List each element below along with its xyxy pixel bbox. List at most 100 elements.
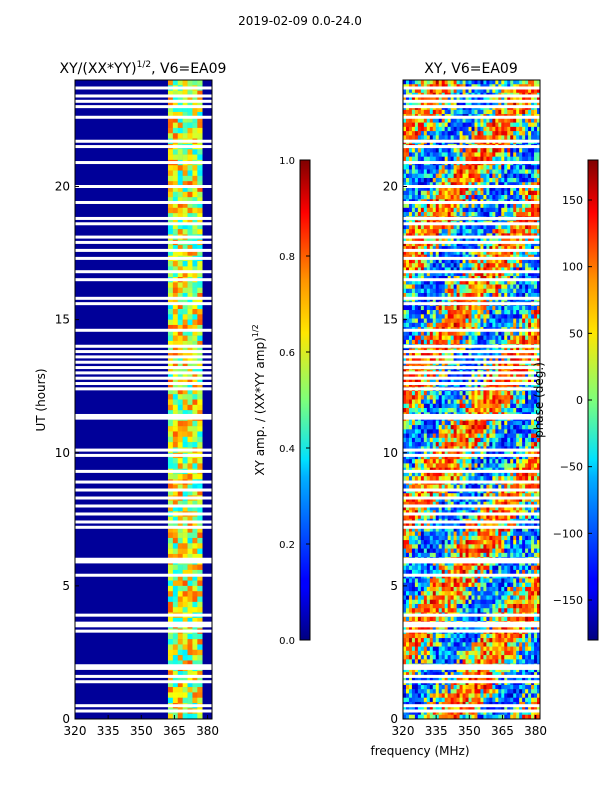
heatmap-cell xyxy=(489,395,493,400)
heatmap-cell xyxy=(177,266,183,273)
heatmap-cell xyxy=(519,433,523,439)
heatmap-cell xyxy=(510,305,514,311)
heatmap-cell xyxy=(534,203,538,209)
heatmap-cell xyxy=(462,135,466,140)
heatmap-cell xyxy=(492,318,496,324)
heatmap-cell xyxy=(417,212,422,217)
heatmap-cell xyxy=(408,258,413,264)
heatmap-cell xyxy=(471,195,475,200)
heatmap-cell xyxy=(489,450,493,456)
heatmap-cell xyxy=(444,442,448,447)
data-gap-stripe xyxy=(75,704,212,708)
heatmap-cell xyxy=(501,288,505,294)
heatmap-cell xyxy=(167,149,174,155)
heatmap-cell xyxy=(426,420,431,426)
heatmap-cell xyxy=(459,212,463,217)
heatmap-cell xyxy=(182,516,188,523)
heatmap-cell xyxy=(465,207,469,213)
heatmap-cell xyxy=(480,433,484,439)
heatmap-cell xyxy=(483,322,487,328)
heatmap-cell xyxy=(495,433,499,439)
heatmap-cell xyxy=(462,109,466,115)
heatmap-cell xyxy=(177,500,183,507)
heatmap-cell xyxy=(468,267,472,272)
heatmap-cell xyxy=(441,318,445,324)
heatmap-cell xyxy=(516,246,520,251)
heatmap-cell xyxy=(426,186,431,192)
heatmap-cell xyxy=(438,182,443,187)
heatmap-cell xyxy=(167,484,174,491)
heatmap-cell xyxy=(403,250,407,255)
heatmap-cell xyxy=(510,241,514,247)
heatmap-cell xyxy=(477,420,481,426)
heatmap-cell xyxy=(450,203,454,209)
heatmap-cell xyxy=(456,263,460,268)
heatmap-cell xyxy=(477,335,481,341)
heatmap-cell xyxy=(403,195,407,200)
heatmap-cell xyxy=(447,271,451,277)
heatmap-cell xyxy=(435,331,440,336)
heatmap-cell xyxy=(486,177,490,183)
heatmap-cell xyxy=(197,330,203,336)
heatmap-cell xyxy=(405,318,410,324)
heatmap-cell xyxy=(519,246,523,251)
heatmap-cell xyxy=(501,322,505,328)
heatmap-cell xyxy=(504,109,508,115)
heatmap-cell xyxy=(453,395,457,400)
heatmap-cell xyxy=(465,280,469,285)
heatmap-cell xyxy=(471,246,475,251)
data-gap-stripe xyxy=(75,413,212,417)
heatmap-cell xyxy=(408,305,413,311)
heatmap-cell xyxy=(405,420,410,426)
heatmap-cell xyxy=(534,356,538,362)
heatmap-cell xyxy=(528,97,532,102)
heatmap-cell xyxy=(501,80,505,85)
heatmap-cell xyxy=(525,335,529,341)
heatmap-cell xyxy=(192,410,198,416)
heatmap-cell xyxy=(492,271,496,277)
heatmap-cell xyxy=(187,649,193,656)
heatmap-cell xyxy=(456,450,460,456)
heatmap-cell xyxy=(477,322,481,328)
heatmap-cell xyxy=(187,340,193,347)
heatmap-cell xyxy=(429,165,434,170)
heatmap-cell xyxy=(429,339,434,345)
heatmap-cell xyxy=(177,580,183,587)
heatmap-cell xyxy=(420,182,425,187)
heatmap-cell xyxy=(432,207,437,213)
heatmap-cell xyxy=(182,351,188,358)
heatmap-cell xyxy=(474,152,478,157)
heatmap-cell xyxy=(172,383,179,390)
heatmap-cell xyxy=(534,271,538,277)
heatmap-cell xyxy=(501,356,505,362)
heatmap-cell xyxy=(432,88,437,94)
heatmap-cell xyxy=(167,90,174,97)
heatmap-cell xyxy=(405,118,410,123)
heatmap-cell xyxy=(480,390,484,396)
heatmap-cell xyxy=(462,126,466,132)
heatmap-cell xyxy=(435,305,440,311)
heatmap-cell xyxy=(417,293,422,298)
heatmap-cell xyxy=(477,229,481,234)
heatmap-cell xyxy=(522,263,526,268)
heatmap-cell xyxy=(453,305,457,311)
heatmap-cell xyxy=(177,245,183,251)
heatmap-cell xyxy=(432,408,437,413)
heatmap-cell xyxy=(486,135,490,140)
heatmap-cell xyxy=(423,203,428,209)
heatmap-cell xyxy=(405,195,410,200)
heatmap-cell xyxy=(167,303,174,310)
heatmap-cell xyxy=(438,293,443,298)
heatmap-cell xyxy=(477,437,481,443)
heatmap-cell xyxy=(459,80,463,85)
heatmap-cell xyxy=(471,88,475,94)
heatmap-cell xyxy=(438,131,443,136)
heatmap-cell xyxy=(441,207,445,213)
heatmap-cell xyxy=(498,97,502,102)
heatmap-cell xyxy=(483,152,487,157)
heatmap-cell xyxy=(492,165,496,170)
heatmap-cell xyxy=(432,280,437,285)
heatmap-cell xyxy=(435,109,440,115)
heatmap-cell xyxy=(468,250,472,255)
heatmap-cell xyxy=(453,437,457,443)
